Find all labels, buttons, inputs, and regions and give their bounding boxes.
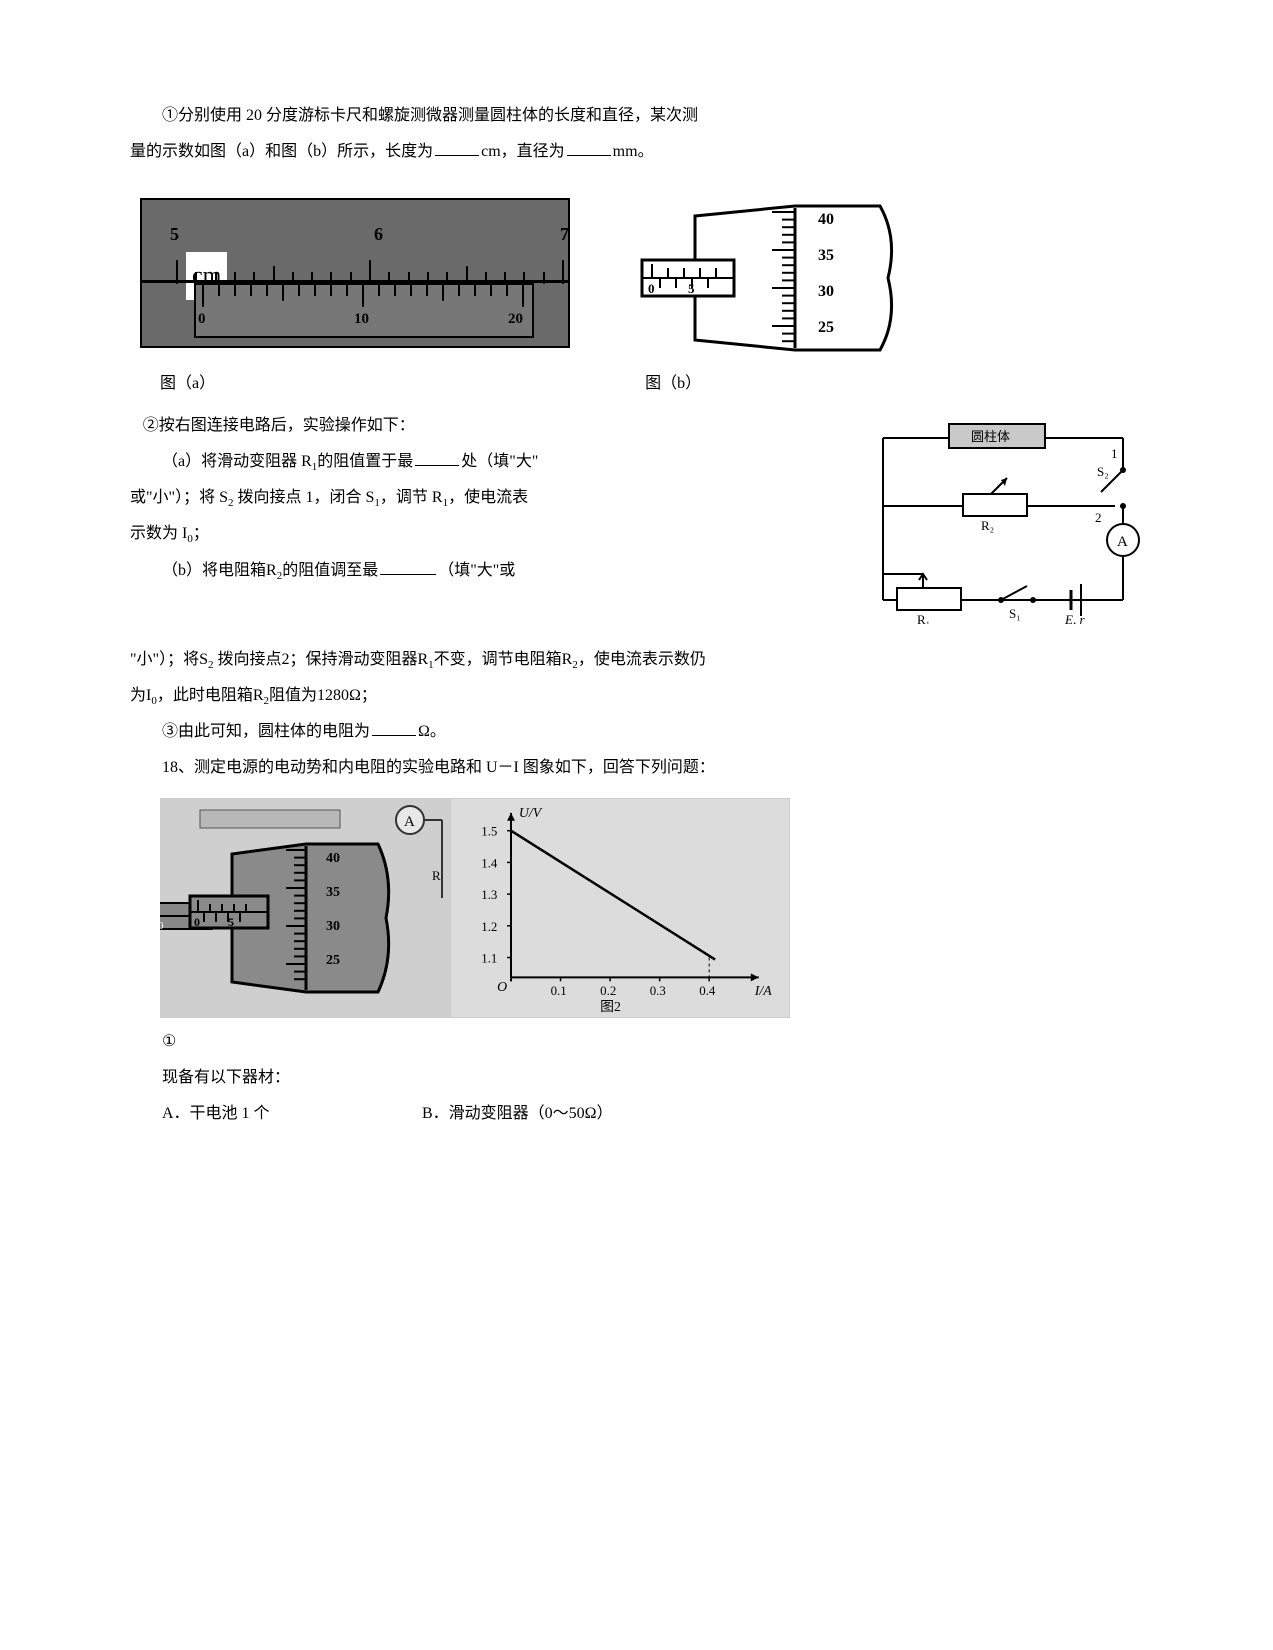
blank-q2b xyxy=(380,559,436,575)
svg-text:1.3: 1.3 xyxy=(481,888,497,902)
cylinder-label: 圆柱体 xyxy=(971,429,1010,444)
vernier-sliding-scale: 0 10 20 xyxy=(194,283,534,338)
r1-label: R₁ xyxy=(917,612,930,624)
q2-block: 圆柱体 1 S₂ 2 R₂ A xyxy=(130,410,1143,644)
svg-text:1.2: 1.2 xyxy=(481,920,497,934)
q2b-line3: 为I0，此时电阻箱R2阻值为1280Ω； xyxy=(130,680,1143,712)
svg-text:1.5: 1.5 xyxy=(481,825,497,839)
r2-label: R₂ xyxy=(981,518,994,533)
main-num-5: 5 xyxy=(170,216,179,252)
vnum-10: 10 xyxy=(354,304,369,334)
blank-length xyxy=(435,140,479,156)
ammeter-a-label: A xyxy=(404,814,415,830)
origin-label: O xyxy=(497,981,507,996)
svg-text:0.4: 0.4 xyxy=(699,985,716,999)
svg-text:1.4: 1.4 xyxy=(481,857,498,871)
q1-line1: ①分别使用 20 分度游标卡尺和螺旋测微器测量圆柱体的长度和直径，某次测 xyxy=(130,100,1143,132)
q1-l2-a: 量的示数如图（a）和图（b）所示，长度为 xyxy=(130,143,433,160)
vnum-20: 20 xyxy=(508,304,523,334)
q1-line2: 量的示数如图（a）和图（b）所示，长度为 cm，直径为 mm。 xyxy=(130,136,1143,168)
q18-items-row: A．干电池 1 个 B．滑动变阻器（0～50Ω） xyxy=(162,1098,1143,1130)
x-label: I/A xyxy=(754,985,772,1000)
blank-resistance xyxy=(372,720,416,736)
battery-label: E, r xyxy=(1064,612,1085,624)
node-2: 2 xyxy=(1095,510,1102,525)
q2b-line2: "小"）；将S2 拨向接点2；保持滑动变阻器R1不变，调节电阻箱R2，使电流表示… xyxy=(130,644,1143,676)
thimble-35: 35 xyxy=(818,247,834,264)
svg-text:0: 0 xyxy=(160,920,164,932)
q1-l2-c: mm。 xyxy=(613,143,654,160)
q18-items-intro: 现备有以下器材： xyxy=(162,1062,1143,1094)
rheostat-r1 xyxy=(897,588,961,610)
micrometer-figure: 0 5 40 35 30 25 xyxy=(640,198,900,358)
q1-l2-b: cm，直径为 xyxy=(481,143,565,160)
blank-q2a xyxy=(415,450,459,466)
vernier-caliper-figure: 5 6 7 cm 0 10 20 xyxy=(140,198,570,348)
sleeve-5: 5 xyxy=(688,281,695,296)
blank-diameter xyxy=(567,140,611,156)
r-label: R xyxy=(432,868,441,883)
resistance-box-r2 xyxy=(963,494,1027,516)
svg-text:25: 25 xyxy=(326,953,340,968)
vnum-0: 0 xyxy=(198,304,206,334)
node-1: 1 xyxy=(1111,446,1118,461)
thimble-25: 25 xyxy=(818,319,834,336)
q1-l1-text: ①分别使用 20 分度游标卡尺和螺旋测微器测量圆柱体的长度和直径，某次测 xyxy=(162,107,698,124)
q18-figures-row: A R 0 0 xyxy=(160,798,1143,1018)
svg-text:40: 40 xyxy=(326,851,340,866)
item-b: B．滑动变阻器（0～50Ω） xyxy=(422,1098,613,1130)
ammeter-label: A xyxy=(1117,534,1128,550)
q3-line: ③由此可知，圆柱体的电阻为Ω。 xyxy=(130,716,1143,748)
svg-text:35: 35 xyxy=(326,885,340,900)
vernier-main-scale: 5 6 7 cm xyxy=(142,210,568,270)
graph-caption: 图2 xyxy=(600,1000,621,1015)
q18-intro: 18、测定电源的电动势和内电阻的实验电路和 U－I 图象如下，回答下列问题： xyxy=(130,752,1143,784)
figure-row: 5 6 7 cm 0 10 20 xyxy=(140,198,1143,358)
fig-a-label: 图（a） xyxy=(160,368,215,400)
thimble-40: 40 xyxy=(818,211,834,228)
svg-text:0.1: 0.1 xyxy=(551,985,567,999)
svg-text:1.1: 1.1 xyxy=(481,952,497,966)
fig-b-label: 图（b） xyxy=(645,368,701,400)
svg-text:30: 30 xyxy=(326,919,340,934)
svg-text:0.2: 0.2 xyxy=(600,985,616,999)
thimble-30: 30 xyxy=(818,283,834,300)
svg-text:0: 0 xyxy=(194,915,200,929)
sleeve-0: 0 xyxy=(648,281,655,296)
figure-labels-row: 图（a） 图（b） xyxy=(130,368,1143,400)
q18-left-composite: A R 0 0 xyxy=(160,798,450,1018)
s1-label: S₁ xyxy=(1009,606,1021,621)
svg-text:0.3: 0.3 xyxy=(650,985,666,999)
y-label: U/V xyxy=(519,806,543,821)
main-num-6: 6 xyxy=(374,216,383,252)
svg-text:5: 5 xyxy=(228,915,234,929)
q18-ui-graph: U/V I/A O 1.1 1.2 1.3 1.4 1.5 0.1 xyxy=(450,798,790,1018)
main-num-7: 7 xyxy=(560,216,569,252)
q18-circled-1: ① xyxy=(162,1026,1143,1058)
item-a: A．干电池 1 个 xyxy=(162,1098,422,1130)
circuit-diagram: 圆柱体 1 S₂ 2 R₂ A xyxy=(863,414,1143,636)
s2-label: S₂ xyxy=(1097,464,1109,479)
micrometer-svg: 0 5 40 35 30 25 xyxy=(640,198,900,358)
